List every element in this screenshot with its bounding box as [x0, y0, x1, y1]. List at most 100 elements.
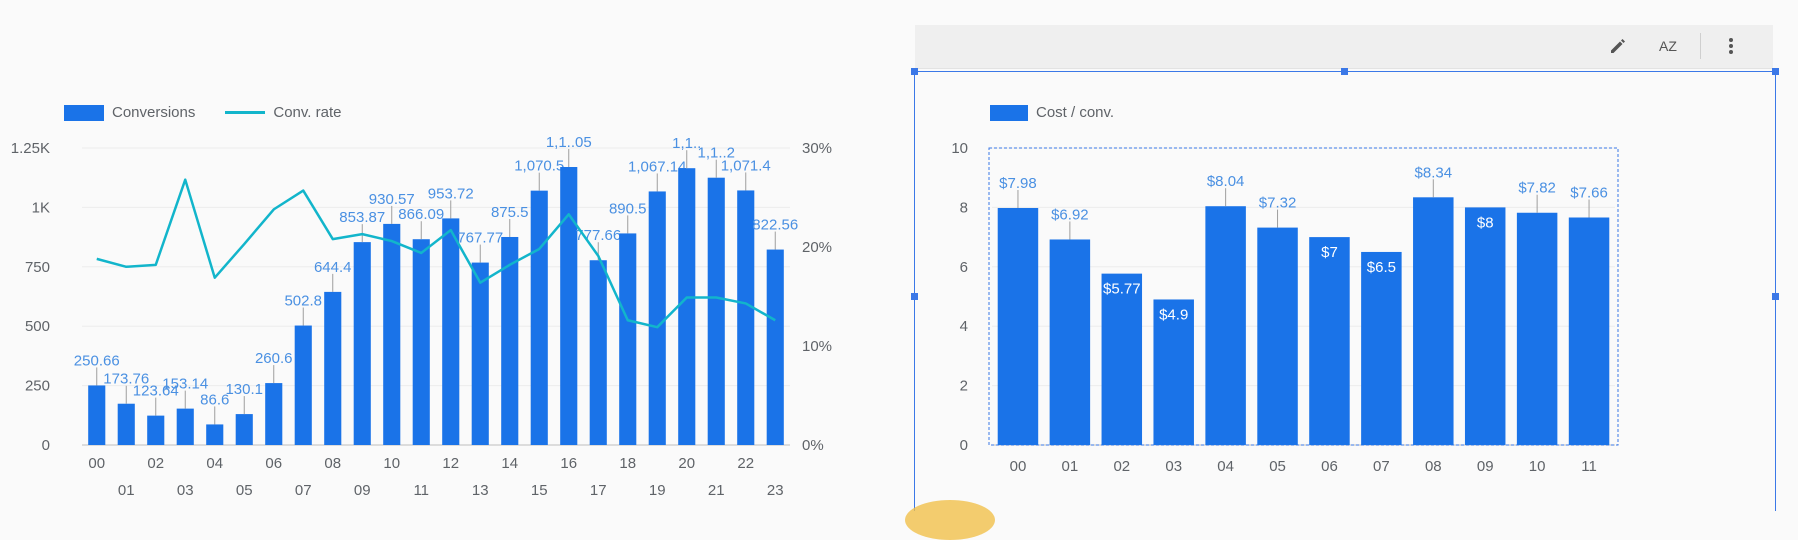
- data-label-conversions: 123.64: [133, 383, 179, 400]
- cost-per-conv-chart: 0246810$7.9800$6.9201$5.7702$4.903$8.040…: [951, 140, 1619, 475]
- data-label-conversions: 777.66: [575, 227, 621, 244]
- bar-cost-per-conv: [1049, 239, 1091, 445]
- y-tick-label: 4: [960, 318, 968, 335]
- data-label-cost-per-conv: $7.82: [1518, 180, 1556, 197]
- conversions-chart-legend: Conversions Conv. rate: [64, 104, 371, 121]
- legend-item-cost-per-conv[interactable]: Cost / conv.: [990, 104, 1114, 121]
- x-tick-label: 04: [1217, 458, 1234, 475]
- x-tick-label: 06: [265, 455, 282, 472]
- data-label-cost-per-conv: $7.32: [1259, 195, 1297, 212]
- data-label-cost-per-conv: $8: [1477, 214, 1494, 231]
- conversions-chart: 0 250 500 750 1K 1.25K 0% 10% 20% 30% 250.66 00 173.…: [11, 134, 832, 499]
- x-tick-label: 11: [1581, 458, 1597, 475]
- x-tick-label: 22: [737, 455, 754, 472]
- y-left-tick-label: 1K: [32, 199, 50, 216]
- bar-cost-per-conv: [1101, 273, 1143, 445]
- x-tick-label: 18: [619, 455, 636, 472]
- bar-conversions: [294, 325, 312, 445]
- cost-chart-legend: Cost / conv.: [990, 104, 1144, 121]
- bar-cost-per-conv: [1309, 237, 1350, 445]
- x-tick-label: 11: [413, 482, 429, 499]
- data-label-conversions: 86.6: [200, 391, 229, 408]
- x-tick-label: 09: [1477, 458, 1494, 475]
- data-label-conversions: 173.76: [103, 371, 149, 388]
- data-label-conversions: 953.72: [428, 185, 474, 202]
- edit-button[interactable]: [1603, 31, 1633, 61]
- conversions-chart-panel: Conversions Conv. rate 0 250 500 750 1K 1.25K…: [0, 0, 900, 514]
- bar-cost-per-conv: [1516, 212, 1558, 445]
- x-tick-label: 08: [1425, 458, 1442, 475]
- pencil-icon: [1611, 39, 1625, 53]
- y-tick-label: 0: [960, 437, 968, 454]
- bar-conversions: [678, 168, 696, 446]
- data-label-cost-per-conv: $5.77: [1103, 281, 1141, 298]
- x-tick-label: 07: [1373, 458, 1390, 475]
- data-label-conversions: 1,071.4: [721, 157, 771, 174]
- data-label-cost-per-conv: $6.92: [1051, 206, 1089, 223]
- data-label-conversions: 930.57: [369, 191, 415, 208]
- x-tick-label: 07: [295, 482, 312, 499]
- x-tick-label: 16: [560, 455, 577, 472]
- bar-conversions: [766, 249, 784, 445]
- data-label-conversions: 644.4: [314, 259, 352, 276]
- x-tick-label: 00: [88, 455, 105, 472]
- bar-conversions: [501, 236, 519, 445]
- more-vert-icon: [1729, 38, 1733, 54]
- data-label-conversions: 1,1..2: [697, 145, 735, 162]
- resize-handle-top[interactable]: [1341, 68, 1348, 75]
- y-right-tick-label: 0%: [802, 437, 824, 454]
- bar-conversions: [147, 415, 165, 445]
- data-label-conversions: 767.77: [457, 230, 503, 247]
- resize-handle-top-left[interactable]: [911, 68, 918, 75]
- legend-label-cost-per-conv: Cost / conv.: [1036, 104, 1115, 121]
- bar-conversions: [265, 383, 283, 445]
- bar-cost-per-conv: [1413, 197, 1454, 445]
- x-tick-label: 01: [1062, 458, 1079, 475]
- bar-conversions: [324, 291, 342, 445]
- y-tick-label: 10: [951, 140, 968, 157]
- more-options-button[interactable]: [1716, 31, 1746, 61]
- data-label-cost-per-conv: $7.66: [1570, 184, 1608, 201]
- bar-cost-per-conv: [997, 207, 1039, 445]
- cost-per-conv-chart-panel: Cost / conv.: [905, 0, 1798, 514]
- bar-cost-per-conv: [1361, 251, 1402, 445]
- data-label-conversions: 866.09: [398, 206, 444, 223]
- x-tick-label: 23: [767, 482, 784, 499]
- resize-handle-left[interactable]: [911, 293, 918, 300]
- plot-area-selection: [988, 147, 1619, 446]
- data-label-conversions: 502.8: [284, 293, 322, 310]
- resize-handle-top-right[interactable]: [1772, 68, 1779, 75]
- bar-conversions: [471, 262, 489, 445]
- y-tick-label: 6: [960, 259, 968, 276]
- data-label-conversions: 1,1..: [672, 135, 701, 152]
- webcam-overlay: [905, 500, 995, 540]
- data-label-conversions: 890.5: [609, 200, 647, 217]
- x-tick-label: 04: [206, 455, 223, 472]
- legend-label-conv-rate: Conv. rate: [273, 104, 342, 121]
- data-label-conversions: 153.14: [162, 376, 208, 393]
- bar-conversions: [589, 260, 607, 445]
- legend-item-conv-rate[interactable]: Conv. rate: [225, 104, 341, 121]
- bar-cost-per-conv: [1568, 217, 1610, 445]
- x-tick-label: 14: [501, 455, 518, 472]
- x-tick-label: 19: [649, 482, 666, 499]
- x-tick-label: 00: [1010, 458, 1027, 475]
- y-left-tick-label: 0: [42, 437, 50, 454]
- bar-conversions: [619, 233, 637, 445]
- x-tick-label: 17: [590, 482, 607, 499]
- x-tick-label: 05: [1269, 458, 1286, 475]
- bar-conversions: [442, 218, 460, 445]
- legend-item-conversions[interactable]: Conversions: [64, 104, 195, 121]
- y-right-tick-label: 20%: [802, 239, 832, 256]
- resize-handle-right[interactable]: [1772, 293, 1779, 300]
- legend-swatch-conv-rate: [225, 111, 266, 114]
- bar-conversions: [206, 424, 224, 445]
- data-label-conversions: 853.87: [339, 209, 385, 226]
- bar-conversions: [88, 385, 106, 445]
- y-right-tick-label: 10%: [802, 338, 832, 355]
- y-left-tick-label: 1.25K: [11, 140, 50, 157]
- bar-conversions: [176, 408, 194, 445]
- data-label-cost-per-conv: $7: [1321, 244, 1338, 261]
- sort-button[interactable]: AZ: [1648, 31, 1688, 61]
- data-label-conversions: 260.6: [255, 350, 293, 367]
